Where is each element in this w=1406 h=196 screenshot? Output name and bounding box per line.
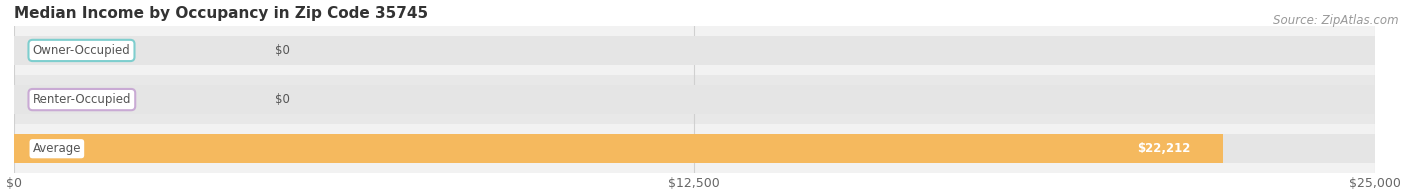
Bar <box>14 75 1375 124</box>
Text: Source: ZipAtlas.com: Source: ZipAtlas.com <box>1274 14 1399 27</box>
Text: $0: $0 <box>274 44 290 57</box>
Bar <box>14 124 1375 173</box>
Bar <box>14 26 1375 75</box>
Text: Average: Average <box>32 142 82 155</box>
Bar <box>14 85 1375 114</box>
Bar <box>14 36 1375 65</box>
Text: Owner-Occupied: Owner-Occupied <box>32 44 131 57</box>
Bar <box>14 134 1223 163</box>
Text: $22,212: $22,212 <box>1136 142 1189 155</box>
Text: $0: $0 <box>274 93 290 106</box>
Text: Renter-Occupied: Renter-Occupied <box>32 93 131 106</box>
Bar <box>14 134 1375 163</box>
Text: Median Income by Occupancy in Zip Code 35745: Median Income by Occupancy in Zip Code 3… <box>14 5 427 21</box>
